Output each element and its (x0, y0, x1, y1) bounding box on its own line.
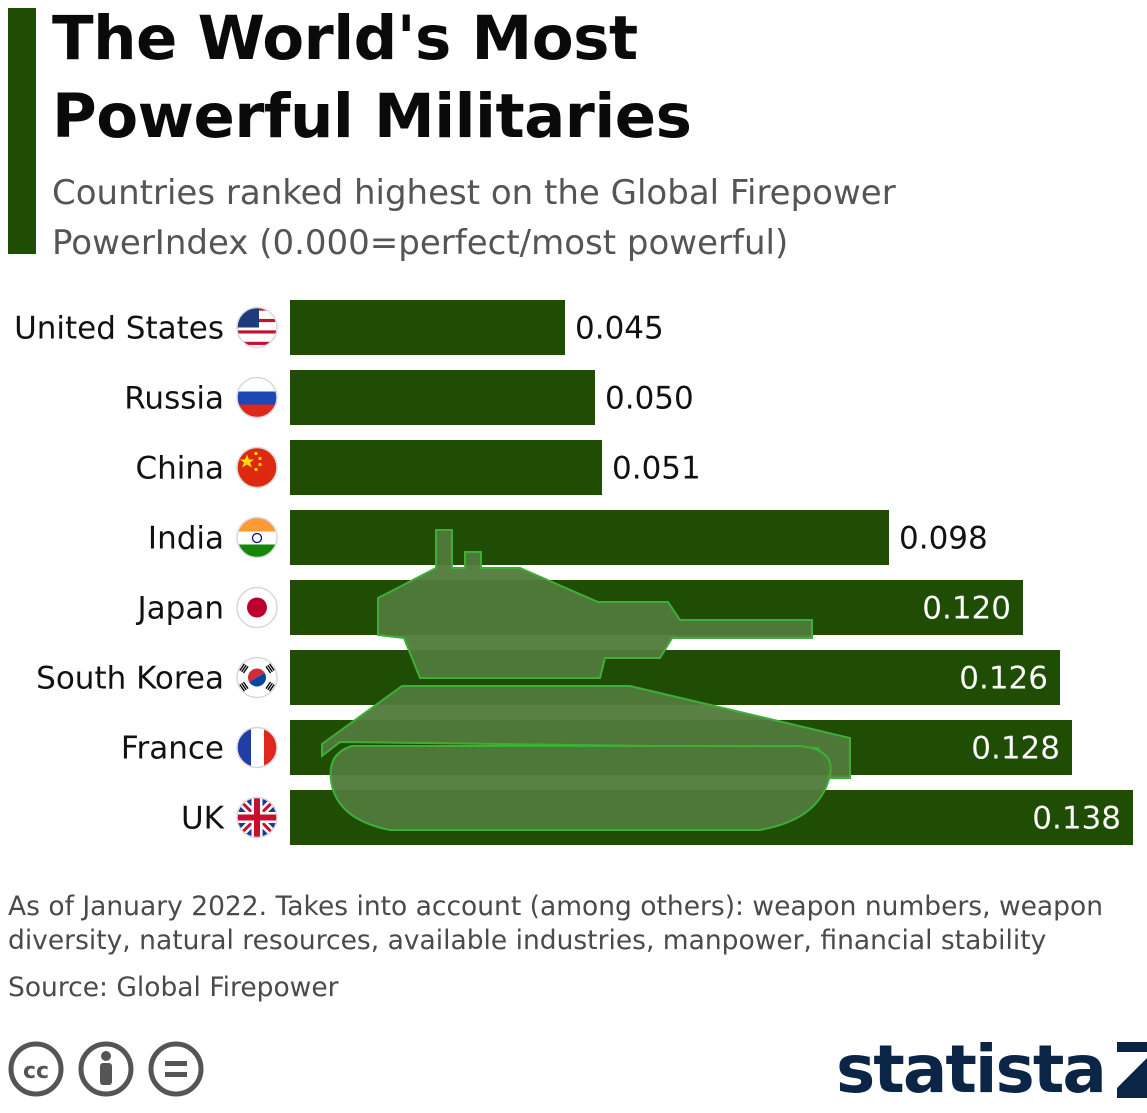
category-label: France (121, 731, 224, 767)
south-korea-flag-icon (236, 656, 278, 699)
category-label: United States (14, 311, 224, 347)
value-label: 0.126 (959, 661, 1048, 697)
page-title: The World's Most Powerful Militaries (52, 0, 692, 156)
note-line-2: diversity, natural resources, available … (8, 925, 1047, 956)
tank-silhouette (321, 529, 851, 831)
attribution-icon[interactable] (78, 1041, 134, 1097)
category-label: UK (181, 801, 225, 837)
note-line-1: As of January 2022. Takes into account (… (8, 891, 1103, 922)
value-label: 0.098 (899, 521, 988, 557)
labels-layer: United States 0.045 Russia 0.050 China 0.051 I… (14, 306, 1121, 839)
value-label: 0.051 (612, 451, 701, 487)
value-label: 0.128 (971, 731, 1060, 767)
russia-flag-icon (236, 376, 278, 419)
subtitle-line-1: Countries ranked highest on the Global F… (52, 173, 896, 213)
france-flag-icon (236, 726, 278, 769)
bar (290, 510, 889, 565)
bar (290, 440, 602, 495)
category-label: Russia (124, 381, 224, 417)
chart-notes: As of January 2022. Takes into account (… (8, 890, 1143, 958)
category-label: Japan (136, 591, 224, 627)
subtitle-line-2: PowerIndex (0.000=perfect/most powerful) (52, 223, 789, 263)
license-icons: cc (8, 1041, 204, 1097)
value-label: 0.045 (575, 311, 664, 347)
category-label: India (148, 521, 224, 557)
statista-logo[interactable]: statista (836, 1030, 1147, 1110)
no-derivatives-icon[interactable] (148, 1041, 204, 1097)
value-label: 0.120 (922, 591, 1011, 627)
value-label: 0.050 (605, 381, 694, 417)
bar (290, 370, 595, 425)
accent-bar (8, 8, 36, 254)
title-line-1: The World's Most (52, 3, 638, 74)
svg-text:cc: cc (23, 1059, 49, 1084)
japan-flag-icon (236, 586, 278, 629)
source-text: Source: Global Firepower (8, 972, 339, 1003)
subtitle: Countries ranked highest on the Global F… (52, 168, 1052, 268)
brand-name: statista (836, 1031, 1107, 1108)
tank-turret (377, 529, 813, 679)
uk-flag-icon (236, 796, 278, 839)
bar (290, 300, 565, 355)
category-label: South Korea (36, 661, 224, 697)
tank-tracks (329, 745, 832, 831)
china-flag-icon (236, 446, 278, 489)
category-label: China (135, 451, 224, 487)
bar-chart: United States 0.045 Russia 0.050 China 0.051 I… (14, 300, 1133, 845)
us-flag-icon (236, 306, 278, 349)
title-line-2: Powerful Militaries (52, 81, 692, 152)
india-flag-icon (236, 516, 278, 559)
value-label: 0.138 (1032, 801, 1121, 837)
cc-icon[interactable]: cc (8, 1041, 64, 1097)
statista-mark-icon (1116, 1042, 1147, 1098)
